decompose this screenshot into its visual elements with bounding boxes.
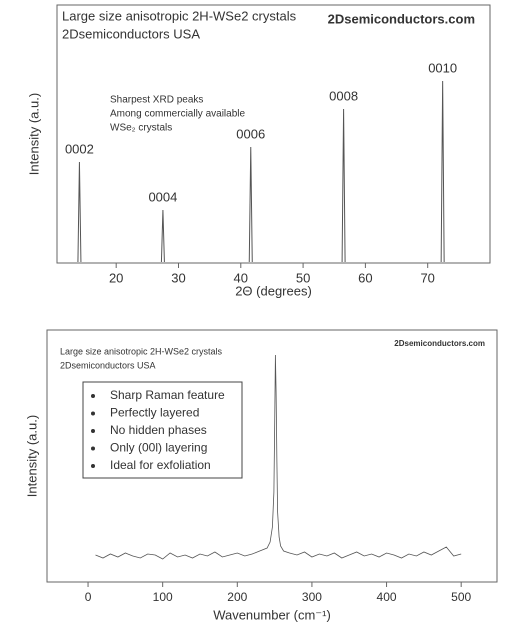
peak-label: 0008 — [329, 88, 358, 103]
x-tick-label: 300 — [302, 590, 322, 604]
x-tick-label: 70 — [420, 270, 434, 285]
peak-label: 0006 — [236, 126, 265, 141]
spectrum — [95, 354, 462, 560]
brand: 2Dsemiconductors.com — [328, 11, 475, 26]
bullet — [91, 464, 95, 468]
x-tick-label: 50 — [296, 270, 310, 285]
x-tick-label: 500 — [451, 590, 471, 604]
x-tick-label: 100 — [153, 590, 173, 604]
bullet — [91, 394, 95, 398]
title-line: 2Dsemiconductors USA — [62, 26, 200, 41]
bullet — [91, 446, 95, 451]
x-tick-label: 400 — [377, 590, 397, 604]
x-tick-label: 20 — [109, 270, 123, 285]
annotation: Among commercially available — [110, 109, 245, 120]
legend-item: Ideal for exfoliation — [110, 458, 211, 472]
x-axis-label: 2Θ (degrees) — [235, 283, 312, 298]
y-axis-label: Intensity (a.u.) — [24, 415, 39, 497]
x-tick-label: 30 — [171, 270, 185, 285]
bullet — [91, 411, 95, 416]
peak — [248, 146, 253, 263]
x-tick-label: 0 — [85, 590, 92, 604]
legend-box — [82, 381, 243, 479]
title-line: Large size anisotropic 2H-WSe2 crystals — [62, 8, 297, 23]
y-axis-label: Intensity (a.u.) — [26, 93, 41, 175]
legend-item: No hidden phases — [110, 423, 207, 437]
peak — [341, 108, 346, 263]
annotation: WSe₂ crystals — [110, 123, 172, 134]
peak — [440, 80, 445, 263]
peak-label: 0010 — [428, 60, 457, 75]
peak-label: 0004 — [148, 189, 177, 204]
x-tick-label: 200 — [227, 590, 247, 604]
peak — [77, 161, 82, 263]
x-axis-label: Wavenumber (cm⁻¹) — [213, 607, 331, 622]
plot-frame — [56, 4, 491, 264]
annotation: Sharpest XRD peaks — [110, 95, 203, 106]
plot-frame — [46, 329, 498, 583]
x-tick-label: 40 — [234, 270, 248, 285]
peak-label: 0002 — [65, 141, 94, 156]
bullet — [91, 429, 95, 433]
legend-item: Sharp Raman feature — [110, 388, 225, 402]
title-line: 2Dsemiconductors USA — [60, 360, 156, 370]
legend-item: Perfectly layered — [110, 406, 199, 420]
brand: 2Dsemiconductors.com — [394, 339, 485, 348]
title-line: Large size anisotropic 2H-WSe2 crystals — [60, 346, 223, 356]
peak — [160, 209, 165, 263]
x-tick-label: 60 — [358, 270, 372, 285]
legend-item: Only (00l) layering — [110, 441, 207, 455]
